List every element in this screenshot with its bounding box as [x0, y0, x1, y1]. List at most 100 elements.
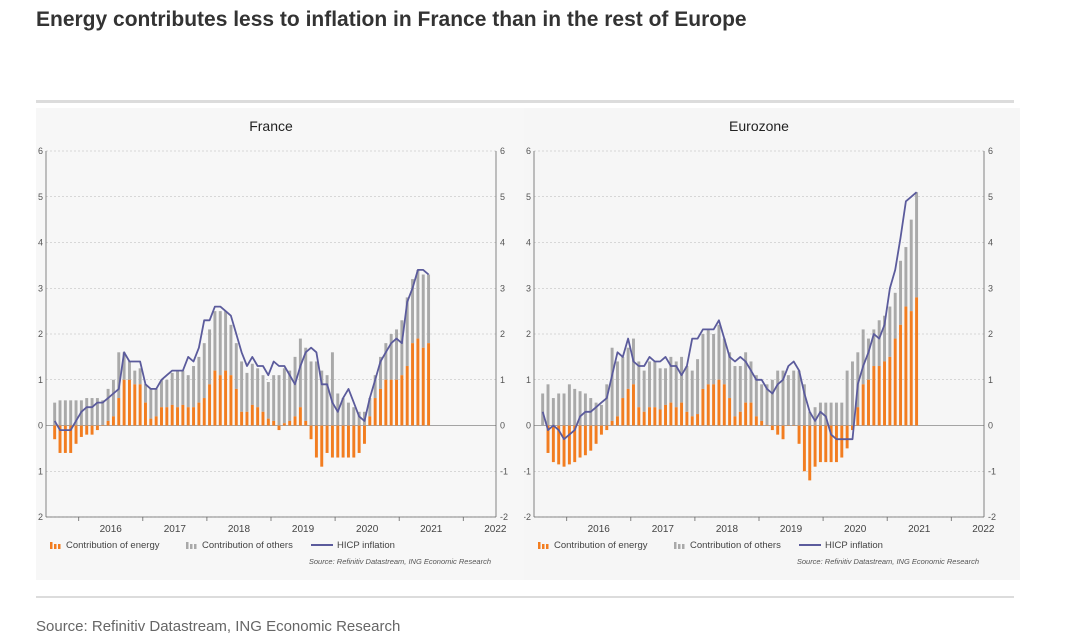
- bar-energy: [851, 425, 854, 431]
- bar-others: [792, 370, 796, 426]
- bar-others: [298, 338, 302, 408]
- bar-energy: [298, 407, 302, 426]
- bar-energy: [341, 425, 345, 458]
- bar-energy: [213, 370, 217, 426]
- bar-others: [127, 361, 131, 380]
- bar-others: [867, 338, 870, 380]
- legend-swatch-others: [682, 544, 685, 549]
- bar-energy: [224, 370, 228, 426]
- bar-energy: [589, 425, 593, 451]
- bar-energy: [610, 420, 614, 426]
- bar-others: [797, 370, 801, 426]
- bar-others: [808, 411, 812, 426]
- bar-energy: [813, 425, 817, 467]
- bar-others: [74, 400, 78, 426]
- bar-others: [346, 402, 350, 426]
- bar-energy: [79, 425, 83, 437]
- bar-energy: [728, 398, 732, 426]
- bar-energy: [53, 425, 57, 440]
- bar-others: [400, 320, 404, 376]
- bar-others: [288, 370, 292, 421]
- bar-energy: [594, 425, 598, 444]
- bar-energy: [744, 402, 748, 426]
- bar-others: [770, 379, 774, 426]
- bar-others: [786, 375, 790, 426]
- bar-others: [562, 393, 566, 426]
- bar-energy: [202, 398, 206, 426]
- top-divider: [36, 100, 1014, 103]
- y-tick-label-left: 0: [526, 421, 531, 431]
- bar-energy: [856, 407, 860, 426]
- bar-energy: [330, 425, 334, 458]
- bar-energy: [781, 425, 785, 440]
- bar-energy: [288, 420, 292, 426]
- bar-others: [813, 407, 817, 426]
- bar-others: [176, 370, 179, 408]
- bar-energy: [877, 366, 881, 426]
- bar-energy: [325, 425, 329, 453]
- bar-energy: [664, 404, 667, 426]
- bar-energy: [632, 384, 635, 426]
- bar-others: [626, 347, 630, 389]
- y-tick-label-right: 6: [988, 146, 993, 156]
- bar-others: [106, 388, 110, 421]
- bar-others: [605, 384, 609, 426]
- x-tick-label: 2020: [844, 524, 867, 535]
- bar-others: [368, 398, 372, 417]
- bar-energy: [90, 425, 94, 435]
- bar-energy: [138, 384, 142, 426]
- bar-energy: [149, 418, 153, 426]
- bar-energy: [599, 425, 603, 435]
- hicp-line: [541, 191, 918, 441]
- bar-others: [578, 391, 582, 426]
- legend-swatch-energy: [50, 542, 53, 549]
- bar-others: [680, 356, 684, 403]
- bar-energy: [696, 414, 700, 426]
- legend-swatch-energy: [538, 542, 541, 549]
- bar-energy: [834, 425, 838, 463]
- bar-others: [411, 279, 415, 344]
- x-tick-label: 2017: [164, 524, 187, 535]
- bar-others: [567, 384, 571, 426]
- bar-others: [341, 398, 345, 426]
- bar-energy: [336, 425, 340, 458]
- bar-energy: [176, 407, 179, 426]
- y-tick-label-right: 5: [500, 192, 505, 202]
- bar-others: [117, 352, 121, 399]
- bar-energy: [840, 425, 844, 458]
- bar-others: [266, 382, 270, 419]
- bar-others: [733, 366, 737, 417]
- x-tick-label: 2021: [420, 524, 443, 535]
- bar-others: [224, 311, 228, 371]
- bar-energy: [266, 418, 270, 426]
- bar-energy: [416, 338, 420, 426]
- bar-energy: [583, 425, 587, 456]
- chart-title: Eurozone: [729, 118, 789, 134]
- y-tick-label-right: 2: [988, 329, 993, 339]
- bar-energy: [101, 425, 105, 426]
- bar-others: [357, 411, 361, 426]
- bar-energy: [786, 425, 790, 426]
- y-tick-label-right: -2: [988, 512, 996, 522]
- france-chart-panel: France 6 6 5 5 4 4 3 3 2 2 1 1 0 0 1 -1 2 -2 2016 2017 2018 20…: [36, 108, 532, 580]
- bar-others: [637, 361, 641, 408]
- page-title: Energy contributes less to inflation in …: [36, 8, 747, 31]
- bar-energy: [578, 425, 582, 458]
- bar-others: [883, 315, 886, 362]
- bar-others: [352, 407, 356, 426]
- bar-energy: [754, 416, 758, 426]
- bar-energy: [792, 425, 796, 426]
- bar-others: [834, 402, 838, 426]
- bar-others: [181, 370, 185, 405]
- bar-energy: [637, 407, 641, 426]
- bar-others: [133, 370, 137, 385]
- bar-energy: [69, 425, 73, 453]
- bar-others: [690, 370, 694, 417]
- bar-others: [840, 402, 844, 426]
- bar-energy: [352, 425, 356, 458]
- bar-energy: [63, 425, 67, 453]
- bar-energy: [208, 384, 212, 426]
- bar-energy: [690, 416, 694, 426]
- y-tick-label-left: 1: [526, 375, 531, 385]
- chart-source-note: Source: Refinitiv Datastream, ING Econom…: [309, 557, 491, 566]
